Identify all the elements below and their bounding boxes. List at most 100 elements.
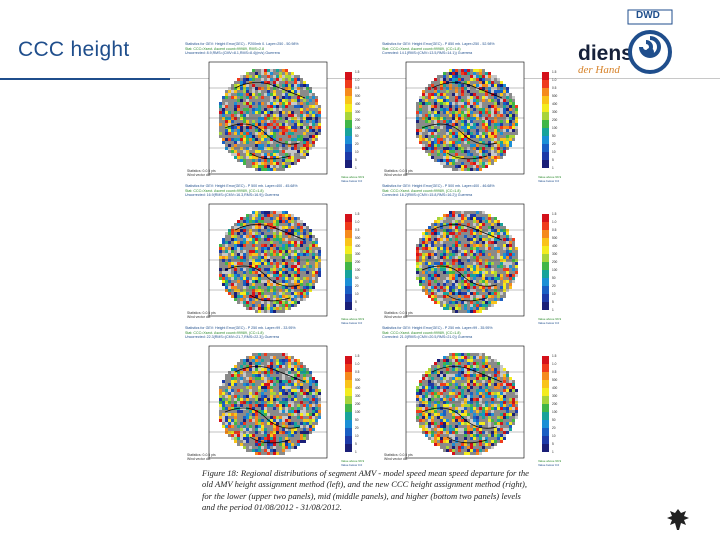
coastline [224, 224, 306, 302]
colorbar-label: 200 [552, 260, 558, 264]
colorbar-swatch [542, 396, 549, 404]
colorbar-swatch [345, 356, 352, 364]
colorbar-swatch [542, 412, 549, 420]
colorbar-swatch [542, 278, 549, 286]
colorbar-label: 50 [355, 276, 359, 280]
colorbar-swatch [542, 302, 549, 310]
panel-header-line: Statistics for GEV: Height Error(GEC) - … [185, 326, 296, 330]
colorbar-label: 400 [355, 244, 361, 248]
colorbar-swatch [542, 238, 549, 246]
colorbar-swatch [542, 136, 549, 144]
colorbar-label: 20 [552, 426, 556, 430]
colorbar-label: 50 [355, 418, 359, 422]
panel-footer: Statistics: 0-0.5 pts Wind vector diff. [187, 453, 216, 462]
colorbar-swatch [345, 428, 352, 436]
colorbar-swatch [542, 380, 549, 388]
colorbar-swatch [345, 436, 352, 444]
colorbar-label: 100 [355, 410, 361, 414]
colorbar-swatch [542, 104, 549, 112]
panel-header-line: Stat: CCC=Xsect. Ascent count=99989, (CC… [382, 46, 461, 51]
colorbar-swatch [542, 128, 549, 136]
coastline [421, 366, 503, 444]
panel-header-line: Stat: CCC=Xsect. Ascent count=99989, (CC… [382, 330, 461, 335]
colorbar-label: 1 [552, 308, 554, 312]
colorbar-label: 1 [355, 450, 357, 454]
colorbar-swatch [345, 128, 352, 136]
colorbar-footer: Value above 99.9 [341, 459, 364, 463]
colorbar-swatch [345, 294, 352, 302]
coastline [224, 82, 306, 160]
colorbar-label: 1 [355, 308, 357, 312]
colorbar-swatch [542, 286, 549, 294]
colorbar-label: 0.5 [355, 86, 360, 90]
panel-header-line: Corrected: 16.2(RMS=(CMV=15.8,RMS=16.2))… [382, 193, 473, 198]
colorbar-label: 50 [552, 418, 556, 422]
colorbar-label: 5 [355, 442, 357, 446]
colorbar-swatch [345, 136, 352, 144]
colorbar-swatch [345, 72, 352, 80]
colorbar-label: 10 [552, 150, 556, 154]
colorbar-label: 500 [552, 94, 558, 98]
panel-header-line: Stat: CCC=Xsect. Ascent count=99989, (CC… [185, 188, 264, 193]
colorbar-label: 200 [552, 402, 558, 406]
colorbar-label: 200 [552, 118, 558, 122]
colorbar-label: 0.5 [552, 370, 557, 374]
colorbar-swatch [345, 80, 352, 88]
colorbar-swatch [542, 420, 549, 428]
slide-title: CCC height [18, 38, 130, 61]
colorbar-swatch [542, 254, 549, 262]
colorbar-label: 500 [355, 378, 361, 382]
colorbar-label: 0.5 [355, 370, 360, 374]
colorbar-swatch [542, 112, 549, 120]
panel-header-line: Corrected: 14.1(RMS=(CMV=13.5,RMS=14.1))… [382, 51, 473, 56]
colorbar-footer: Value above 99.9 [538, 175, 561, 179]
colorbar-label: 500 [552, 378, 558, 382]
panel-header-line: Corrected: 21.0(RMS=(CMV=20.5,RMS=21.0))… [382, 335, 473, 340]
panel-header-line: Statistics for GEV: Height Error(GEC) - … [185, 184, 298, 188]
colorbar-swatch [542, 230, 549, 238]
colorbar-footer: Value above 99.9 [341, 175, 364, 179]
colorbar-label: 1 [552, 450, 554, 454]
colorbar-label: 1 [355, 166, 357, 170]
colorbar-footer: Value above 99.9 [341, 317, 364, 321]
colorbar-label: 5 [355, 300, 357, 304]
colorbar-label: 100 [355, 268, 361, 272]
dwd-logo-icon [627, 9, 673, 74]
colorbar-label: 500 [355, 236, 361, 240]
colorbar-label: 1 [552, 166, 554, 170]
colorbar-label: 1.0 [552, 220, 557, 224]
panel-footer: Statistics: 0-0.5 pts Wind vector diff. [384, 453, 413, 462]
colorbar-label: 100 [355, 126, 361, 130]
colorbar-swatch [345, 396, 352, 404]
panel-header: Statistics for GEV: Height Error(GEC) - … [185, 184, 380, 198]
colorbar-swatch [542, 364, 549, 372]
colorbar-label: 10 [552, 292, 556, 296]
colorbar-swatch [345, 104, 352, 112]
colorbar-label: 1.0 [552, 78, 557, 82]
colorbar-swatch [542, 72, 549, 80]
colorbar-swatch [345, 372, 352, 380]
panel-header-line: Stat: CCC=Xsect. Ascent count=99989, (CC… [382, 188, 461, 193]
panel-footer: Statistics: 0-0.5 pts Wind vector diff. [187, 311, 216, 320]
colorbar-swatch [345, 160, 352, 168]
colorbar-label: 10 [552, 434, 556, 438]
coastline [224, 366, 306, 444]
colorbar-label: 10 [355, 150, 359, 154]
colorbar-swatch [542, 214, 549, 222]
coastline [421, 224, 503, 302]
colorbar-swatch [542, 404, 549, 412]
colorbar-label: 20 [552, 284, 556, 288]
colorbar-label: 50 [552, 134, 556, 138]
colorbar-label: 10 [355, 292, 359, 296]
colorbar-swatch [345, 112, 352, 120]
colorbar-label: 200 [355, 118, 361, 122]
colorbar-footer: Value below 0.0 [341, 321, 362, 325]
colorbar-swatch [542, 444, 549, 452]
colorbar-label: 5 [355, 158, 357, 162]
panel-header-line: Uncorrected: 22.3(RMS=(CMV=21.7,RMS=22.3… [185, 335, 279, 340]
colorbar-swatch [345, 88, 352, 96]
panel-header: Statistics for GEV: Height Error(GEC) - … [382, 326, 577, 340]
colorbar-swatch [345, 222, 352, 230]
brand-fragment: dienst [578, 42, 640, 65]
colorbar-label: 0.5 [552, 228, 557, 232]
